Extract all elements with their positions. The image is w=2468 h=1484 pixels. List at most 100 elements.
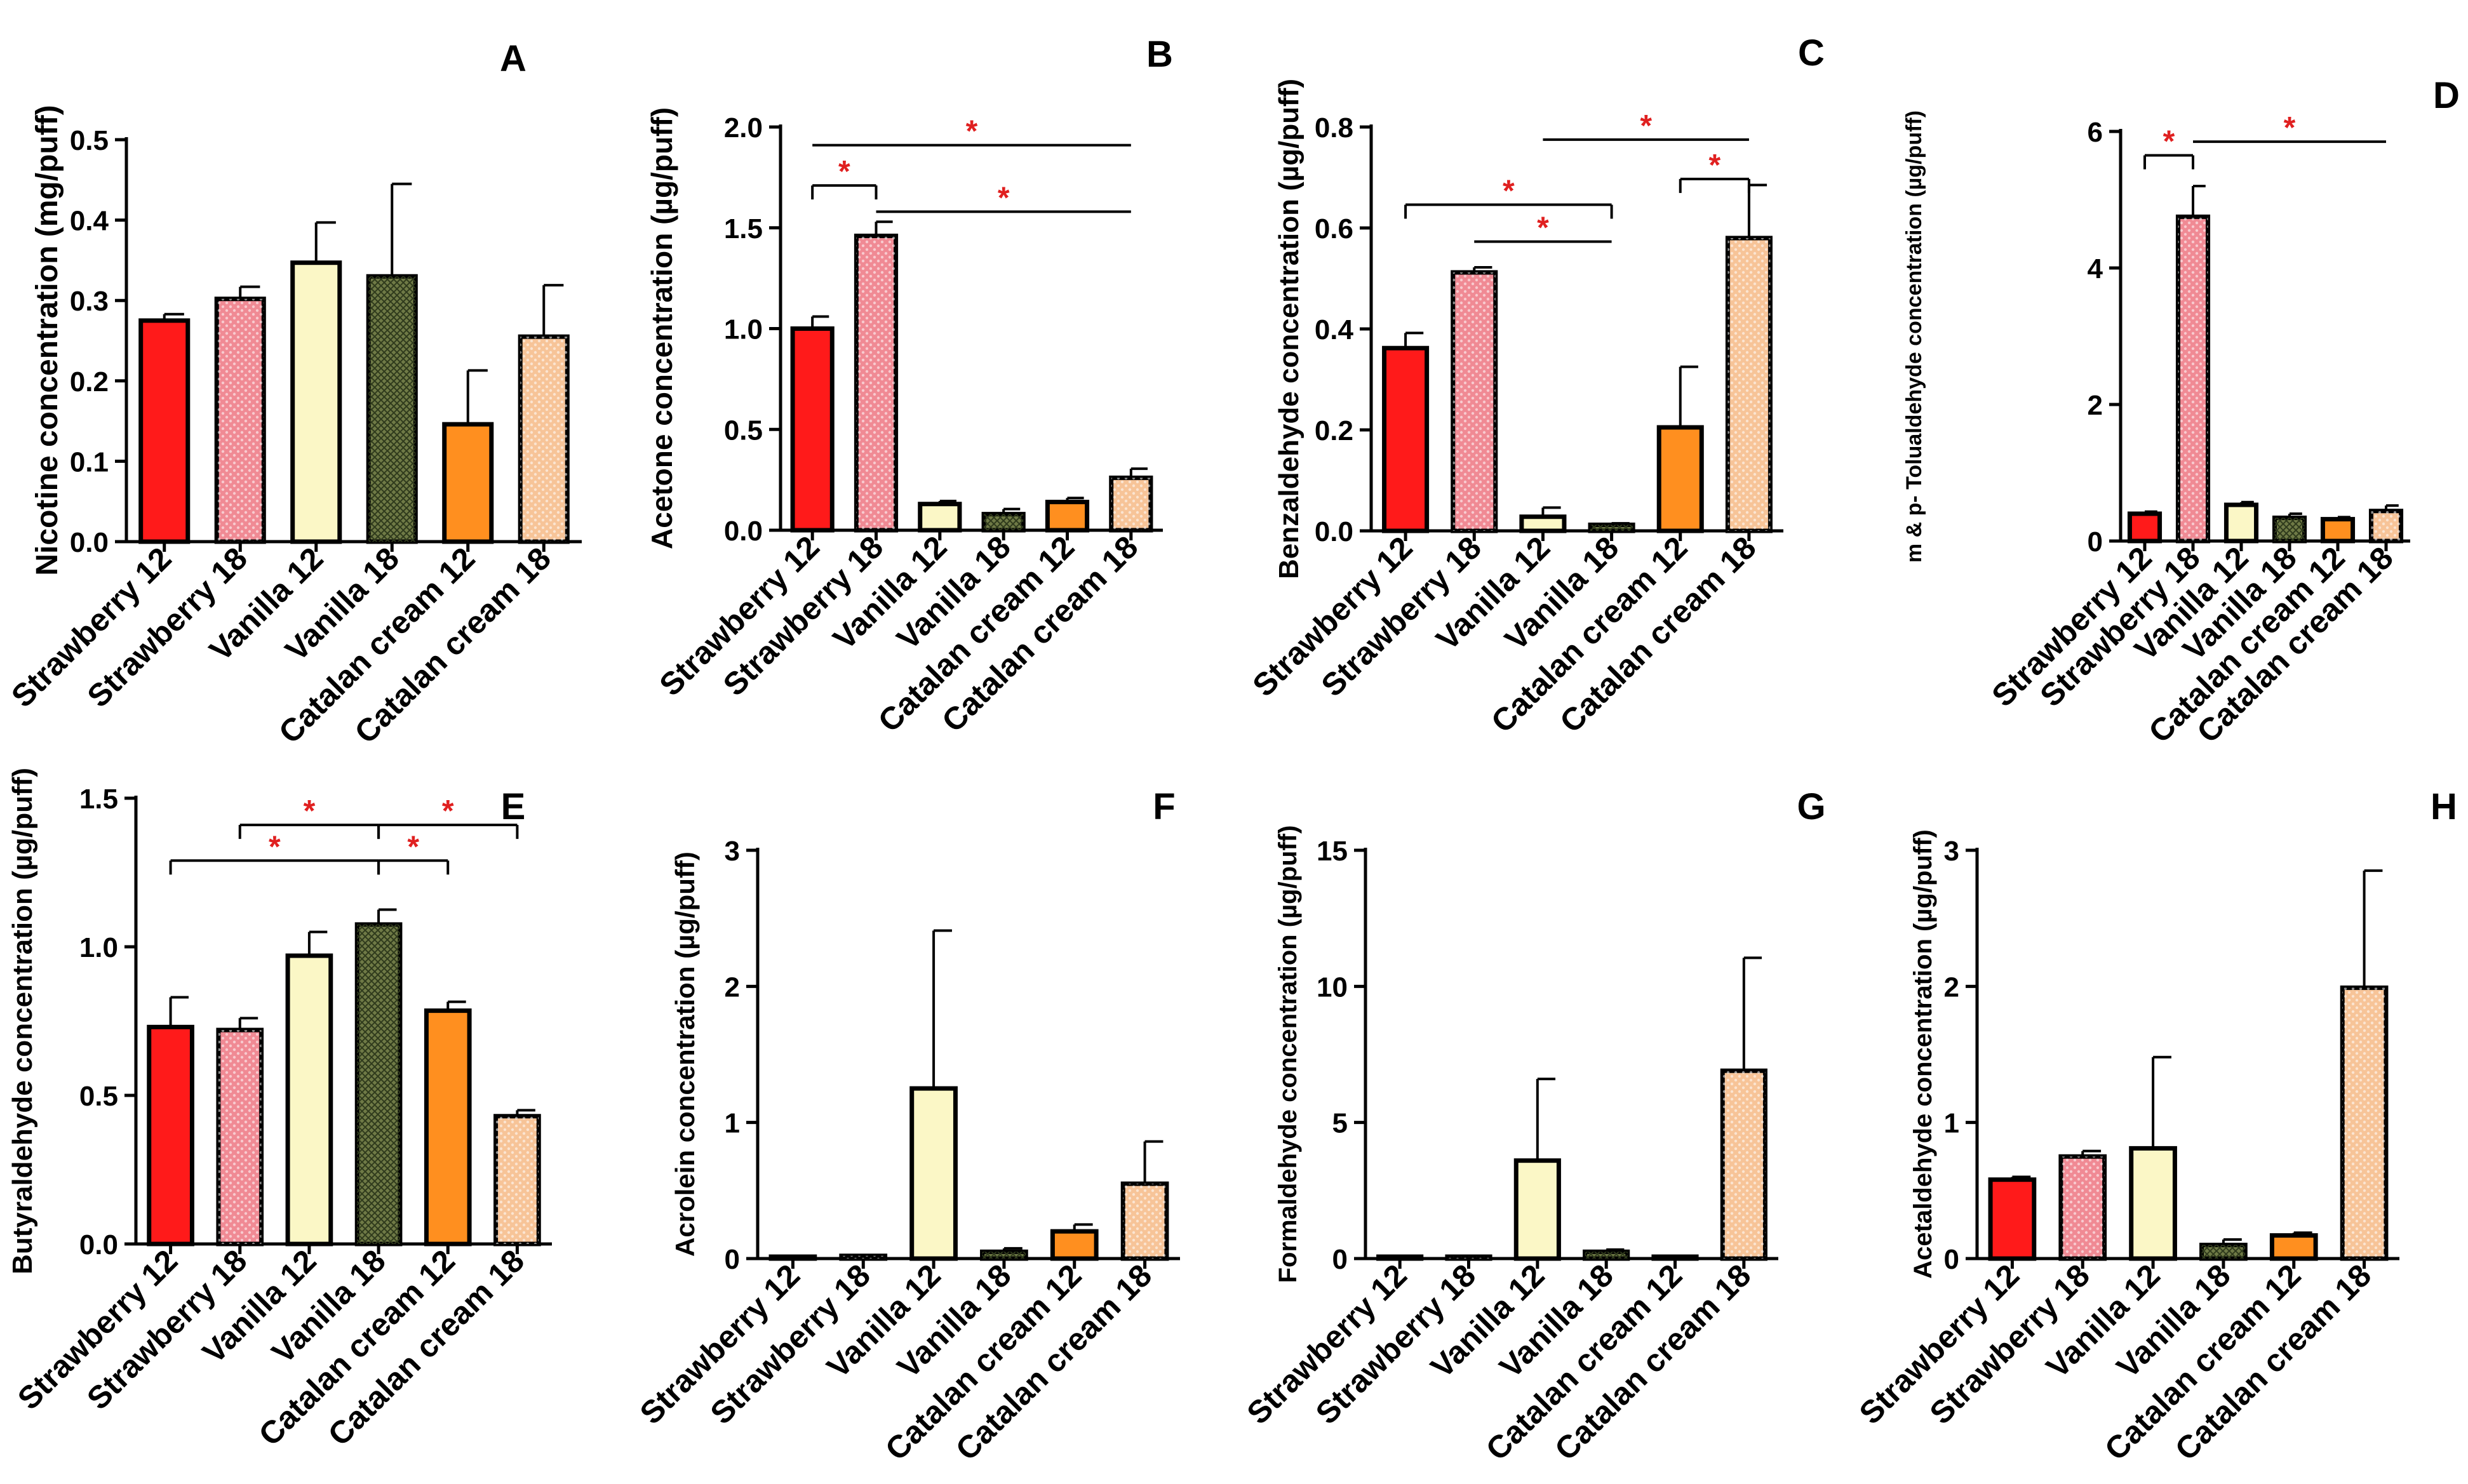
panel-a: A Nicotine concentration (mg/puff) 0.0 0.1 0… xyxy=(4,38,582,751)
significance-marker-c: * xyxy=(1503,174,1515,208)
y-tick-label-d: 2 xyxy=(2088,390,2103,421)
bar-texture-e-1 xyxy=(218,1030,262,1244)
significance-marker-e: * xyxy=(442,794,454,828)
bar-texture-f-5 xyxy=(1123,1184,1167,1259)
panel-letter-b: B xyxy=(1146,34,1173,75)
bar-d-4 xyxy=(2320,517,2356,544)
y-tick-label-f: 2 xyxy=(725,972,740,1003)
significance-marker-d: * xyxy=(2284,111,2296,145)
panel-letter-f: F xyxy=(1153,786,1175,827)
y-tick-label-c: 0.8 xyxy=(1315,112,1353,144)
y-tick-label-b: 0.5 xyxy=(724,415,763,446)
y-tick-label-g: 15 xyxy=(1317,836,1348,867)
panel-b: B Acetone concentration (µg/puff) 0.0 0.5 1.… xyxy=(645,34,1173,739)
panel-letter-d: D xyxy=(2433,75,2460,116)
significance-marker-c: * xyxy=(1640,109,1652,143)
panel-letter-e: E xyxy=(501,786,526,827)
bar-texture-c-5 xyxy=(1727,237,1771,531)
significance-marker-e: * xyxy=(304,794,316,828)
y-tick-label-h: 2 xyxy=(1944,972,1959,1003)
bar-c-4 xyxy=(1656,425,1704,533)
y-tick-label-d: 4 xyxy=(2088,253,2103,284)
y-tick-label-g: 10 xyxy=(1317,972,1348,1003)
panel-e: E Butyraldehyde concentration (µg/puff) 0.… xyxy=(7,768,552,1453)
y-tick-label-h: 0 xyxy=(1944,1244,1959,1275)
bar-g-4 xyxy=(1651,1254,1699,1261)
bar-b-0 xyxy=(790,326,835,533)
significance-marker-d: * xyxy=(2163,125,2175,159)
bar-texture-b-5 xyxy=(1111,478,1151,530)
significance-marker-c: * xyxy=(1708,149,1720,182)
bar-texture-f-1 xyxy=(841,1255,885,1259)
bar-f-2 xyxy=(909,1086,958,1261)
y-axis-label-b: Acetone concentration (µg/puff) xyxy=(645,107,678,549)
bar-f-4 xyxy=(1050,1229,1099,1261)
bar-texture-a-3 xyxy=(368,276,416,542)
bar-texture-h-1 xyxy=(2060,1156,2105,1259)
y-axis-label-h: Acetaldehyde concentration (µg/puff) xyxy=(1909,829,1937,1279)
y-tick-label-f: 3 xyxy=(725,836,740,867)
y-tick-label-e: 0.5 xyxy=(79,1081,118,1112)
y-tick-label-a: 0.5 xyxy=(70,125,109,156)
panel-c: C Benzaldehyde concentration (µg/puff) 0.0… xyxy=(1245,32,1825,740)
bar-a-4 xyxy=(442,422,494,544)
panel-h: H Acetaldehyde concentration (µg/puff) 0 1 2… xyxy=(1853,786,2457,1467)
bar-texture-h-5 xyxy=(2342,987,2386,1259)
panel-letter-c: C xyxy=(1798,32,1825,74)
bar-g-2 xyxy=(1513,1158,1561,1261)
panel-letter-g: G xyxy=(1797,786,1825,827)
y-tick-label-e: 1.5 xyxy=(79,784,118,815)
y-tick-label-c: 0.4 xyxy=(1315,314,1354,345)
significance-marker-b: * xyxy=(966,115,978,149)
y-tick-label-c: 0.6 xyxy=(1315,213,1353,244)
y-tick-label-f: 0 xyxy=(725,1244,740,1275)
significance-marker-b: * xyxy=(998,181,1010,215)
y-tick-label-d: 0 xyxy=(2088,526,2103,558)
bar-texture-a-5 xyxy=(520,337,568,542)
y-axis-label-d: m & p- Tolualdehyde concentration (µg/pu… xyxy=(1902,110,1926,563)
bar-texture-g-1 xyxy=(1447,1257,1491,1259)
y-axis-label-a: Nicotine concentration (mg/puff) xyxy=(30,105,64,575)
significance-marker-e: * xyxy=(407,830,419,864)
y-axis-label-e: Butyraldehyde concentration (µg/puff) xyxy=(7,768,38,1274)
bar-texture-b-1 xyxy=(856,236,896,530)
y-axis-label-f: Acrolein concentration (µg/puff) xyxy=(670,852,700,1257)
y-tick-label-a: 0.4 xyxy=(70,206,109,237)
y-tick-label-g: 0 xyxy=(1332,1244,1348,1275)
bar-texture-d-1 xyxy=(2178,217,2208,541)
y-tick-label-c: 0.0 xyxy=(1315,516,1353,547)
bar-c-2 xyxy=(1519,514,1567,533)
y-tick-label-e: 1.0 xyxy=(79,932,118,963)
bar-g-0 xyxy=(1376,1254,1424,1261)
panel-letter-a: A xyxy=(500,38,526,79)
bar-f-0 xyxy=(768,1254,817,1261)
panel-g: G Formaldehyde concentration (µg/puff) 0 5 1… xyxy=(1240,786,1825,1467)
y-tick-label-a: 0.2 xyxy=(70,366,109,398)
y-tick-label-a: 0.1 xyxy=(70,446,109,478)
bar-h-4 xyxy=(2269,1233,2318,1261)
bar-d-0 xyxy=(2127,511,2163,544)
y-tick-label-h: 1 xyxy=(1944,1108,1959,1139)
bar-h-0 xyxy=(1988,1177,2037,1261)
bar-e-2 xyxy=(285,953,333,1247)
bar-texture-e-5 xyxy=(495,1116,539,1244)
bar-texture-c-3 xyxy=(1590,525,1633,531)
bar-texture-d-5 xyxy=(2371,511,2401,541)
bar-e-0 xyxy=(147,1024,194,1247)
bar-texture-a-1 xyxy=(217,298,264,542)
y-tick-label-e: 0.0 xyxy=(79,1229,118,1260)
significance-marker-b: * xyxy=(838,155,850,189)
y-tick-label-f: 1 xyxy=(725,1108,740,1139)
panel-d: Dm & p- Tolualdehyde concentration (µg/p… xyxy=(1902,75,2460,750)
bar-texture-g-3 xyxy=(1585,1252,1628,1259)
bar-a-0 xyxy=(138,318,191,544)
y-tick-label-a: 0.0 xyxy=(70,527,109,558)
bar-e-4 xyxy=(424,1008,472,1247)
significance-marker-c: * xyxy=(1537,211,1549,244)
bar-b-2 xyxy=(918,502,962,533)
bar-h-2 xyxy=(2129,1146,2177,1261)
bar-b-4 xyxy=(1045,500,1090,533)
y-tick-label-b: 0.0 xyxy=(724,516,763,547)
